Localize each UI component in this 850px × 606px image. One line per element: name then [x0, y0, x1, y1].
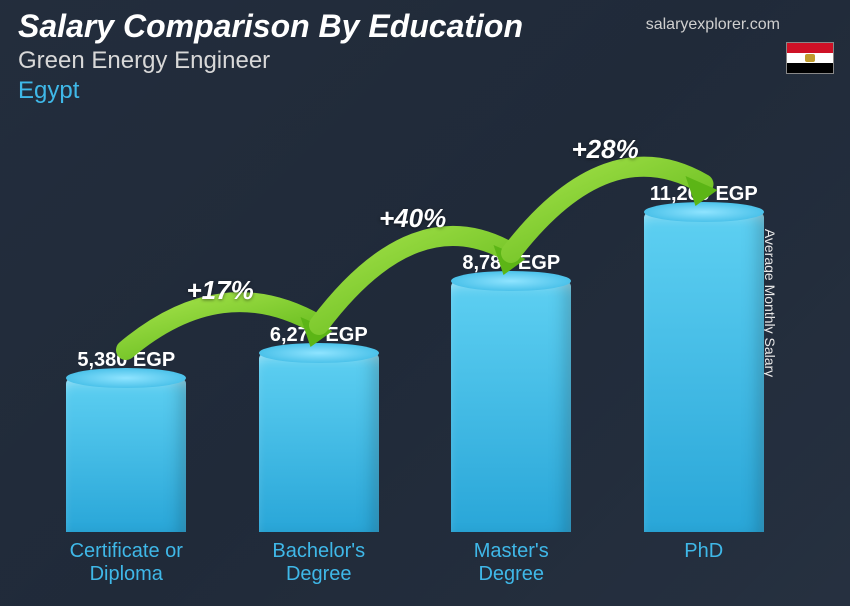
- increase-label: +28%: [572, 134, 639, 165]
- bar-group: 11,200 EGPPhD: [619, 183, 789, 588]
- bar-label: PhD: [684, 540, 723, 588]
- bar: [259, 353, 379, 532]
- bar: [66, 378, 186, 532]
- job-title: Green Energy Engineer: [18, 47, 832, 75]
- bar-group: 8,780 EGPMaster'sDegree: [426, 252, 596, 588]
- increase-label: +40%: [379, 203, 446, 234]
- bar-chart: 5,380 EGPCertificate orDiploma6,270 EGPB…: [30, 130, 800, 588]
- bar-label: Master'sDegree: [474, 540, 549, 588]
- bar-label: Certificate orDiploma: [70, 540, 183, 588]
- bar: [451, 281, 571, 532]
- bar: [644, 212, 764, 532]
- bar-group: 6,270 EGPBachelor'sDegree: [234, 324, 404, 588]
- bar-group: 5,380 EGPCertificate orDiploma: [41, 349, 211, 588]
- watermark: salaryexplorer.com: [646, 16, 780, 34]
- bar-label: Bachelor'sDegree: [272, 540, 365, 588]
- country-label: Egypt: [18, 77, 832, 105]
- flag-icon: [786, 42, 834, 74]
- increase-label: +17%: [187, 275, 254, 306]
